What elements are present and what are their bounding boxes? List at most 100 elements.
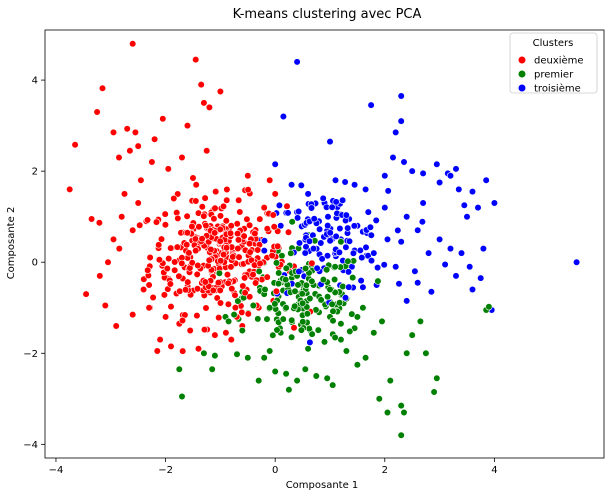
data-point [430,388,438,396]
data-point [411,267,419,275]
data-point [319,276,328,284]
data-point [266,347,274,355]
data-point [200,212,208,220]
data-point [358,254,366,262]
data-point [115,153,123,162]
data-point [328,203,336,211]
data-point [323,252,332,260]
data-point [452,165,460,173]
data-point [244,172,252,180]
data-point [146,253,154,262]
x-tick-label: 2 [382,465,388,476]
data-point [219,202,228,210]
data-point [394,226,402,234]
data-point [328,300,336,308]
data-point [193,285,202,293]
data-point [282,264,290,272]
data-point [367,101,375,109]
data-point [209,286,217,295]
data-point [463,213,471,221]
data-point [175,272,183,280]
data-point [357,277,365,285]
data-point [304,345,312,353]
legend-title: Clusters [533,38,574,49]
data-point [383,408,392,417]
data-point [192,181,200,189]
data-point [457,249,466,257]
data-point [254,315,262,323]
data-point [341,178,349,186]
data-point [367,257,376,265]
data-point [109,128,118,136]
data-point [285,386,293,394]
data-point [345,237,354,245]
data-point [136,221,144,229]
data-point [167,244,175,252]
x-tick-label: −2 [158,465,173,476]
data-point [244,186,252,194]
data-point [323,266,331,274]
data-point [304,190,312,198]
data-point [271,190,279,198]
data-point [329,317,337,325]
data-point [308,330,316,338]
data-point [295,239,304,247]
data-point [229,253,237,261]
data-point [260,237,269,245]
data-point [305,237,314,245]
data-point [161,221,169,229]
data-point [223,185,231,194]
data-point [353,361,362,369]
data-point [164,165,172,173]
data-point [194,261,202,270]
data-point [313,264,321,272]
data-point [436,235,444,243]
data-point [104,258,112,266]
data-point [372,216,380,224]
data-point [244,354,252,362]
data-point [332,198,340,206]
data-point [282,370,290,378]
x-axis-label: Composante 1 [286,480,359,491]
data-point [397,431,405,439]
data-point [331,176,340,184]
data-point [419,169,427,177]
data-point [301,365,309,373]
data-point [477,274,485,282]
data-point [446,245,455,253]
data-point [189,174,197,182]
data-point [170,194,178,203]
data-point [308,259,316,267]
data-point [342,243,350,251]
data-point [212,188,220,196]
data-point [203,147,211,155]
data-point [192,55,200,64]
data-point [129,40,137,48]
data-point [383,235,392,243]
data-point [270,223,278,231]
data-point [66,185,74,193]
data-point [71,141,79,149]
data-point [374,264,382,272]
data-point [87,215,96,223]
data-point [155,256,163,264]
data-point [182,286,190,294]
data-point [216,87,224,96]
data-point [414,226,422,234]
data-point [326,285,334,294]
data-point [314,326,322,334]
data-point [317,239,325,247]
data-point [123,125,131,133]
data-point [362,354,370,362]
data-point [174,190,182,198]
data-point [397,402,405,410]
data-point [202,304,210,312]
data-point [309,245,318,253]
data-point [226,229,235,237]
data-point [290,324,298,332]
data-point [145,304,153,312]
data-point [174,214,182,222]
data-point [183,121,192,130]
data-point [381,172,389,180]
data-point [194,345,203,353]
